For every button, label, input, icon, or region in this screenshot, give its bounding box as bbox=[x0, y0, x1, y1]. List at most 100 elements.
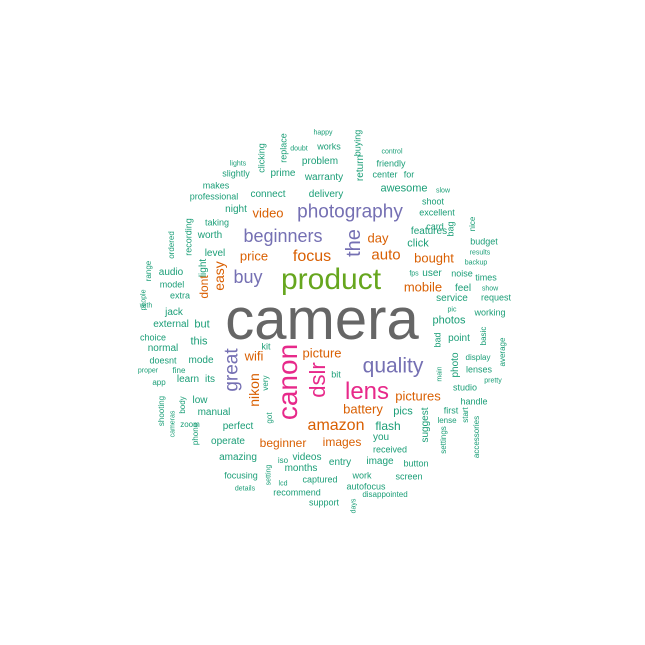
word-lenses: lenses bbox=[465, 364, 493, 375]
word-this: this bbox=[190, 335, 208, 348]
word-amazon: amazon bbox=[307, 417, 365, 434]
word-focusing: focusing bbox=[224, 470, 258, 481]
word-photography: photography bbox=[297, 201, 403, 223]
word-operate: operate bbox=[211, 436, 245, 447]
word-lense: lense bbox=[437, 416, 457, 425]
word-works: works bbox=[317, 141, 341, 152]
word-extra: extra bbox=[169, 290, 191, 301]
word-replace: replace bbox=[278, 133, 289, 163]
word-images: images bbox=[322, 435, 362, 449]
word-shoot: shoot bbox=[421, 196, 445, 207]
word-ordered: ordered bbox=[167, 231, 176, 259]
word-excellent: excellent bbox=[419, 207, 455, 218]
word-focus: focus bbox=[292, 248, 332, 265]
word-control: control bbox=[381, 148, 403, 156]
word-main: main bbox=[436, 366, 444, 382]
word-recommend: recommend bbox=[273, 487, 321, 498]
word-normal: normal bbox=[147, 343, 179, 354]
word-noise: noise bbox=[451, 268, 473, 279]
word-easy: easy bbox=[211, 261, 227, 291]
word-pictures: pictures bbox=[395, 388, 441, 404]
word-studio: studio bbox=[452, 382, 478, 393]
word-point: point bbox=[448, 333, 470, 344]
word-backup: backup bbox=[464, 259, 488, 267]
word-center: center bbox=[372, 169, 398, 180]
word-buy: buy bbox=[233, 267, 263, 287]
word-features: features bbox=[410, 226, 448, 237]
word-photo: photo bbox=[450, 352, 461, 378]
word-card: card bbox=[426, 221, 444, 232]
word-pic: pic bbox=[447, 306, 457, 314]
word-bought: bought bbox=[414, 250, 454, 266]
word-day: day bbox=[367, 230, 389, 246]
word-problem: problem bbox=[301, 156, 339, 167]
word-got: got bbox=[265, 412, 274, 424]
word-pics: pics bbox=[393, 405, 413, 418]
word-basic: basic bbox=[479, 326, 488, 346]
word-low: low bbox=[192, 395, 208, 406]
word-show: show bbox=[481, 285, 499, 293]
word-with: with bbox=[139, 302, 153, 310]
word-quality: quality bbox=[362, 354, 424, 378]
word-doubt: doubt bbox=[290, 145, 308, 153]
word-iso: iso bbox=[277, 456, 289, 465]
word-but: but bbox=[194, 318, 210, 331]
word-app: app bbox=[152, 378, 166, 387]
word-start: start bbox=[461, 407, 470, 423]
word-request: request bbox=[480, 292, 512, 303]
word-lights: lights bbox=[229, 160, 247, 168]
word-happy: happy bbox=[313, 129, 333, 137]
word-light: light bbox=[198, 258, 209, 278]
word-lens: lens bbox=[344, 378, 390, 405]
word-professional: professional bbox=[189, 191, 239, 202]
word-kit: kit bbox=[261, 341, 271, 352]
word-fine: fine bbox=[172, 366, 186, 375]
word-flash: flash bbox=[375, 419, 401, 433]
word-mobile: mobile bbox=[403, 279, 443, 295]
word-makes: makes bbox=[202, 180, 230, 191]
word-first: first bbox=[443, 405, 459, 416]
word-wifi: wifi bbox=[244, 348, 264, 364]
word-times: times bbox=[475, 272, 497, 283]
word-entry: entry bbox=[328, 457, 352, 468]
word-the: the bbox=[343, 229, 365, 257]
word-days: days bbox=[350, 498, 358, 514]
word-return: return bbox=[355, 154, 366, 182]
word-zoom: zoom bbox=[180, 420, 200, 429]
word-warranty: warranty bbox=[304, 172, 344, 183]
word-taking: taking bbox=[204, 217, 230, 228]
word-battery: battery bbox=[343, 401, 383, 417]
word-cameras: cameras bbox=[169, 410, 177, 438]
word-display: display bbox=[465, 353, 491, 362]
word-beginner: beginner bbox=[259, 436, 307, 450]
word-received: received bbox=[372, 444, 408, 455]
word-shooting: shooting bbox=[157, 395, 166, 427]
word-model: model bbox=[159, 279, 185, 290]
word-body: body bbox=[178, 396, 187, 414]
word-perfect: perfect bbox=[222, 421, 254, 432]
word-click: click bbox=[407, 237, 429, 250]
word-feel: feel bbox=[454, 283, 472, 294]
word-very: very bbox=[261, 375, 270, 391]
word-range: range bbox=[144, 260, 153, 282]
word-night: night bbox=[225, 204, 247, 215]
word-suggest: suggest bbox=[420, 407, 431, 443]
word-work: work bbox=[352, 470, 372, 481]
word-phone: phone bbox=[191, 422, 200, 446]
word-manual: manual bbox=[197, 407, 231, 418]
word-you: you bbox=[372, 432, 390, 443]
word-recording: recording bbox=[183, 218, 194, 256]
word-amazing: amazing bbox=[219, 452, 257, 463]
word-delivery: delivery bbox=[308, 189, 344, 200]
word-worth: worth bbox=[197, 230, 223, 241]
word-image: image bbox=[366, 456, 394, 467]
word-beginners: beginners bbox=[243, 226, 323, 246]
word-jack: jack bbox=[165, 307, 183, 318]
word-audio: audio bbox=[158, 267, 184, 278]
word-nice: nice bbox=[468, 216, 477, 232]
word-great: great bbox=[221, 348, 243, 392]
word-price: price bbox=[239, 248, 269, 264]
word-picture: picture bbox=[302, 345, 342, 361]
word-mode: mode bbox=[188, 355, 214, 366]
word-for: for bbox=[403, 169, 415, 180]
